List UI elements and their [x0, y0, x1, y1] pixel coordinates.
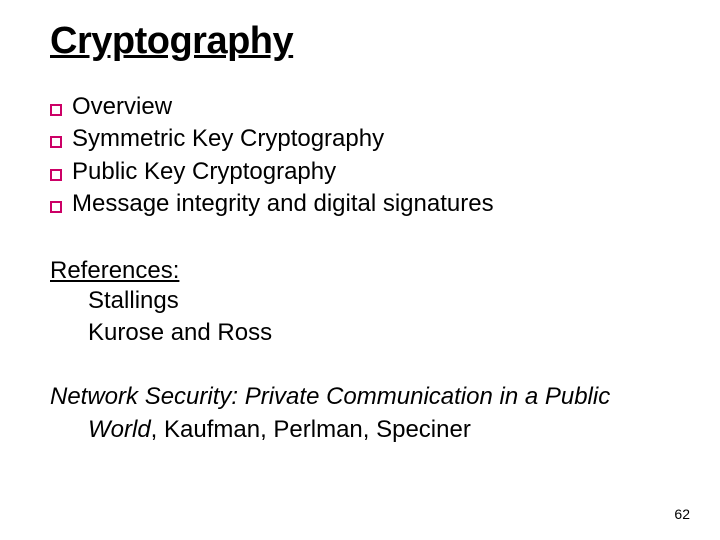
citation-authors: , Kaufman, Perlman, Speciner: [151, 416, 471, 443]
bullet-icon: [50, 136, 62, 148]
bullet-icon: [50, 104, 62, 116]
bullet-text: Public Key Cryptography: [72, 156, 336, 188]
reference-item: Kurose and Ross: [50, 317, 680, 349]
bullet-item: Symmetric Key Cryptography: [50, 123, 680, 155]
bullet-list: Overview Symmetric Key Cryptography Publ…: [50, 91, 680, 221]
bullet-item: Overview: [50, 91, 680, 123]
bullet-icon: [50, 201, 62, 213]
reference-item: Stallings: [50, 285, 680, 317]
bullet-item: Message integrity and digital signatures: [50, 188, 680, 220]
references-heading: References:: [50, 257, 680, 285]
bullet-text: Overview: [72, 91, 172, 123]
slide-title: Cryptography: [50, 20, 680, 63]
page-number: 62: [674, 506, 690, 522]
citation-text: Network Security: Private Communication …: [50, 381, 680, 446]
bullet-text: Symmetric Key Cryptography: [72, 123, 384, 155]
citation-title-part2: World: [88, 416, 151, 443]
bullet-icon: [50, 169, 62, 181]
bullet-text: Message integrity and digital signatures: [72, 188, 494, 220]
citation-title-part1: Network Security: Private Communication …: [50, 383, 610, 410]
bullet-item: Public Key Cryptography: [50, 156, 680, 188]
references-block: References: Stallings Kurose and Ross: [50, 257, 680, 350]
